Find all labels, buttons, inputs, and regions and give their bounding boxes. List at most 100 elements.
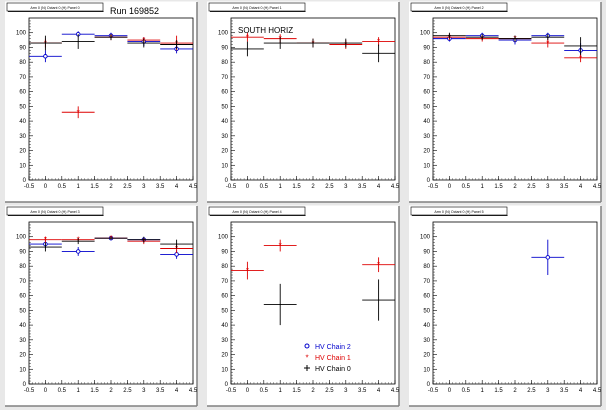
- x-tick-label: 4: [175, 184, 179, 190]
- x-tick-label: 4: [579, 388, 583, 394]
- panel-5: Arm 0 (N) Octant 0 (H) Panel 50102030405…: [409, 205, 602, 407]
- data-point: *: [546, 39, 549, 48]
- x-tick-label: 3.5: [560, 388, 569, 394]
- data-point: *: [175, 245, 178, 254]
- y-tick-label: 20: [19, 353, 26, 359]
- y-tick-label: 0: [23, 178, 27, 184]
- y-tick-label: 60: [19, 294, 26, 300]
- y-tick-label: 10: [221, 367, 228, 373]
- x-tick-label: 4: [579, 184, 583, 190]
- y-tick-label: 90: [19, 249, 26, 255]
- data-point: *: [279, 242, 282, 251]
- y-tick-label: 50: [19, 104, 26, 110]
- panel-title-box: Arm 0 (N) Octant 0 (H) Panel 4: [208, 206, 306, 217]
- x-tick-label: 0.5: [462, 184, 471, 190]
- x-tick-label: 0: [44, 388, 48, 394]
- data-point: [143, 239, 145, 241]
- data-point: [110, 36, 112, 38]
- x-tick-label: 0: [246, 388, 250, 394]
- panel-title: Arm 0 (N) Octant 0 (H) Panel 3: [30, 210, 79, 214]
- pad-background: [5, 206, 197, 406]
- panel-title-box: Arm 0 (N) Octant 0 (H) Panel 3: [6, 206, 104, 217]
- x-tick-label: 2: [513, 184, 517, 190]
- x-tick-label: -0.5: [226, 184, 237, 190]
- data-point: [44, 246, 47, 248]
- y-tick-label: 100: [218, 235, 229, 241]
- x-tick-label: 2.5: [325, 184, 334, 190]
- pad-background: [207, 206, 399, 406]
- panel-3: Arm 0 (N) Octant 0 (H) Panel 30102030405…: [5, 205, 198, 407]
- y-tick-label: 30: [221, 338, 228, 344]
- south-horiz-label: SOUTH HORIZ: [238, 26, 293, 35]
- y-tick-label: 30: [19, 134, 26, 140]
- y-tick-label: 80: [221, 60, 228, 66]
- x-tick-label: -0.5: [24, 388, 35, 394]
- x-tick-label: 2: [109, 388, 113, 394]
- y-tick-label: 80: [19, 264, 26, 270]
- y-tick-label: 50: [221, 104, 228, 110]
- data-point: [143, 42, 145, 44]
- y-tick-label: 70: [423, 279, 430, 285]
- legend-item: HV Chain 2: [304, 343, 351, 351]
- legend-item: HV Chain 0: [304, 365, 351, 373]
- x-tick-label: 0.5: [260, 388, 269, 394]
- y-tick-label: 50: [423, 104, 430, 110]
- x-tick-label: 2: [109, 184, 113, 190]
- panel-title-box: Arm 0 (N) Octant 0 (H) Panel 5: [410, 206, 508, 217]
- x-tick-label: 3.5: [560, 184, 569, 190]
- x-tick-label: 0.5: [260, 184, 269, 190]
- x-tick-label: 3: [546, 184, 550, 190]
- x-tick-label: 1.5: [90, 388, 99, 394]
- x-tick-label: 3: [546, 388, 550, 394]
- data-point: [279, 42, 281, 44]
- series-2: [433, 32, 597, 55]
- data-point: [448, 35, 450, 37]
- panel-title-box: Arm 0 (N) Octant 0 (H) Panel 2: [410, 2, 508, 13]
- data-point: [176, 43, 178, 46]
- x-tick-label: 1: [77, 388, 81, 394]
- x-tick-label: 1: [279, 388, 283, 394]
- y-tick-label: 50: [19, 308, 26, 314]
- y-tick-label: 30: [221, 134, 228, 140]
- y-tick-label: 70: [423, 75, 430, 81]
- title-box-frame: [410, 2, 508, 12]
- x-tick-label: 4: [377, 388, 381, 394]
- data-point: [43, 54, 48, 59]
- x-tick-label: 3.5: [358, 388, 367, 394]
- y-tick-label: 80: [423, 264, 430, 270]
- y-tick-label: 30: [19, 338, 26, 344]
- data-point: *: [377, 38, 380, 47]
- y-tick-label: 20: [221, 353, 228, 359]
- x-tick-label: 3: [142, 184, 146, 190]
- data-point: *: [246, 33, 249, 42]
- series-1: [231, 37, 395, 63]
- x-tick-label: 3: [344, 184, 348, 190]
- x-tick-label: 3.5: [156, 388, 165, 394]
- y-tick-label: 80: [221, 264, 228, 270]
- series-0: * * *: [231, 239, 395, 280]
- pad-background: [207, 2, 399, 202]
- y-tick-label: 50: [221, 308, 228, 314]
- panel-title: Arm 0 (N) Octant 0 (H) Panel 0: [30, 6, 79, 10]
- x-tick-label: 2.5: [325, 388, 334, 394]
- panel-title-box: Arm 0 (N) Octant 0 (H) Panel 0: [6, 2, 104, 13]
- y-tick-label: 0: [225, 178, 229, 184]
- y-tick-label: 40: [221, 119, 228, 125]
- data-point: [110, 237, 112, 239]
- y-tick-label: 90: [423, 249, 430, 255]
- x-tick-label: 0: [44, 184, 48, 190]
- x-tick-label: 4.5: [189, 388, 198, 394]
- x-tick-label: 1.5: [494, 184, 503, 190]
- data-point: [246, 48, 248, 50]
- y-tick-label: 0: [427, 382, 431, 388]
- pad-background: [409, 2, 601, 202]
- x-tick-label: 0.5: [58, 388, 67, 394]
- x-tick-label: -0.5: [428, 388, 439, 394]
- y-tick-label: 40: [221, 323, 228, 329]
- y-tick-label: 50: [423, 308, 430, 314]
- y-tick-label: 20: [423, 149, 430, 155]
- data-point: [378, 299, 380, 301]
- y-tick-label: 40: [423, 119, 430, 125]
- y-tick-label: 60: [221, 294, 228, 300]
